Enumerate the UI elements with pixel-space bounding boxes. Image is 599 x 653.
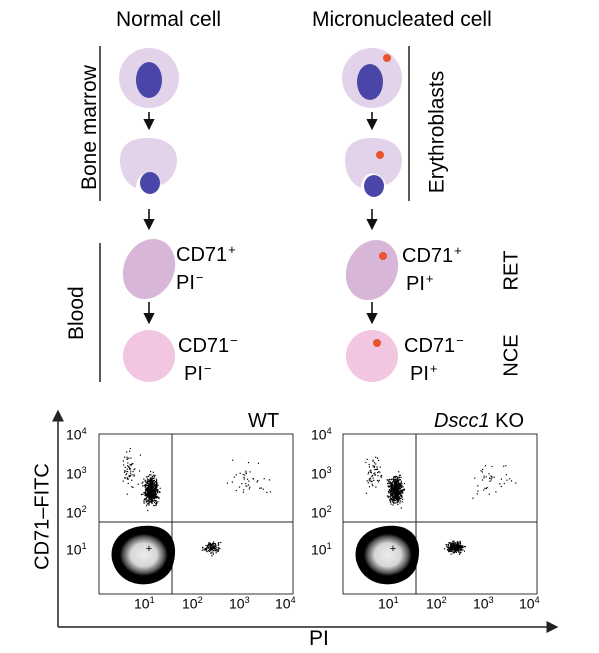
x-tick-label: 103 <box>473 595 494 612</box>
ret-cd71-label-micro: CD71+ <box>402 243 462 267</box>
normal-normocyte <box>123 330 175 382</box>
micronucleated-erythroblast <box>342 48 402 108</box>
y-tick-label: 103 <box>66 465 87 482</box>
y-axis-title: CD71–FITC <box>31 463 54 570</box>
micronucleated-reticulocyte <box>345 239 399 301</box>
ret-cd71-label-normal: CD71+ <box>176 242 236 266</box>
x-tick-label: 102 <box>426 595 447 612</box>
flow-plot-dscc1-ko: + <box>342 433 538 595</box>
x-tick-label: 104 <box>275 595 296 612</box>
y-tick-label: 102 <box>66 504 87 521</box>
x-tick-label: 103 <box>229 595 250 612</box>
ret-pi-label-normal: PI− <box>176 270 204 294</box>
y-tick-label: 102 <box>311 504 332 521</box>
x-tick-label: 101 <box>378 595 399 612</box>
y-tick-label: 104 <box>311 426 332 443</box>
micronucleated-enucleating-cell <box>345 138 402 197</box>
nce-cd71-label-normal: CD71− <box>178 333 238 357</box>
normal-cell-title: Normal cell <box>116 8 222 31</box>
x-axis-title: PI <box>309 627 329 650</box>
normal-enucleating-cell <box>120 138 177 194</box>
y-tick-label: 101 <box>311 541 332 558</box>
micronucleus <box>373 339 381 347</box>
y-tick-label: 103 <box>311 465 332 482</box>
micronucleus <box>376 151 384 159</box>
svg-text:+: + <box>390 543 396 555</box>
micronucleus <box>383 54 391 62</box>
flow-plot-wt: + <box>98 433 294 595</box>
panel-label-dscc1-ko: Dscc1 KO <box>434 410 525 432</box>
micronucleated-cell-title: Micronucleated cell <box>312 8 492 31</box>
x-tick-label: 102 <box>182 595 203 612</box>
y-tick-label: 101 <box>66 541 87 558</box>
nce-cd71-label-micro: CD71− <box>404 333 464 357</box>
x-tick-label: 101 <box>134 595 155 612</box>
ret-pi-label-micro: PI+ <box>406 271 434 295</box>
normal-erythroblast <box>119 48 179 108</box>
x-tick-label: 104 <box>519 595 540 612</box>
normal-reticulocyte <box>122 238 176 300</box>
flow-arrows <box>143 112 378 325</box>
micronucleus <box>379 252 387 260</box>
panel-label-wt: WT <box>248 410 280 432</box>
nce-pi-label-normal: PI− <box>184 361 212 385</box>
micronucleated-normocyte <box>346 330 398 382</box>
svg-text:+: + <box>146 543 152 555</box>
y-tick-label: 104 <box>66 426 87 443</box>
nce-pi-label-micro: PI+ <box>410 361 438 385</box>
